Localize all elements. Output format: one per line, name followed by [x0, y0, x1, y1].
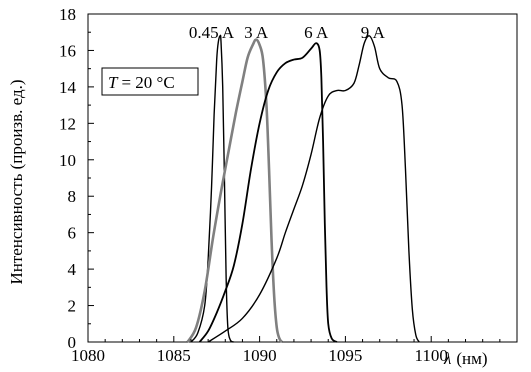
y-tick-label: 18: [59, 5, 76, 24]
series-line-2: [186, 38, 283, 343]
x-tick-label: 1090: [243, 346, 277, 365]
y-tick-label: 8: [68, 187, 77, 206]
series-label-2: 3 A: [244, 23, 269, 42]
x-axis-unit: (нм): [456, 349, 487, 368]
plot-frame: [87, 13, 518, 343]
series-line-3: [198, 42, 338, 343]
x-tick-label: 1085: [157, 346, 191, 365]
y-tick-label: 2: [68, 297, 77, 316]
series-line-4: [207, 35, 420, 343]
y-axis: 0 2 4 6 8 10 12 14 16 18: [59, 5, 94, 352]
series-label-4: 9 A: [361, 23, 386, 42]
y-tick-label: 10: [59, 151, 76, 170]
annotation-value: = 20 °C: [121, 73, 174, 92]
annotation-symbol: T: [108, 73, 119, 92]
x-tick-label: 1100: [415, 346, 448, 365]
temperature-annotation: T = 20 °C: [101, 67, 199, 96]
y-axis-title: Интенсивность (произв. ед.): [7, 79, 26, 284]
y-tick-label: 12: [59, 114, 76, 133]
y-tick-label: 4: [68, 260, 77, 279]
plot-border: [87, 13, 518, 343]
annotation-box: [101, 67, 199, 96]
svg-text:T= 20 °C: T = 20 °C: [108, 73, 175, 92]
y-tick-label: 16: [59, 41, 76, 60]
curve-labels: 0.45 A 3 A 6 A 9 A: [189, 23, 386, 42]
series-label-3: 6 A: [304, 23, 329, 42]
x-tick-label: 1080: [71, 346, 105, 365]
x-axis: 1080 1085 1090 1095 1100: [71, 336, 518, 365]
x-axis-symbol: λ: [443, 349, 451, 368]
series-label-1: 0.45 A: [189, 23, 235, 42]
y-tick-label: 6: [68, 224, 77, 243]
curves: [186, 34, 420, 343]
y-tick-label: 0: [68, 333, 77, 352]
y-tick-label: 14: [59, 78, 77, 97]
svg-text:λ(нм): λ (нм): [443, 349, 488, 368]
x-tick-label: 1095: [328, 346, 362, 365]
